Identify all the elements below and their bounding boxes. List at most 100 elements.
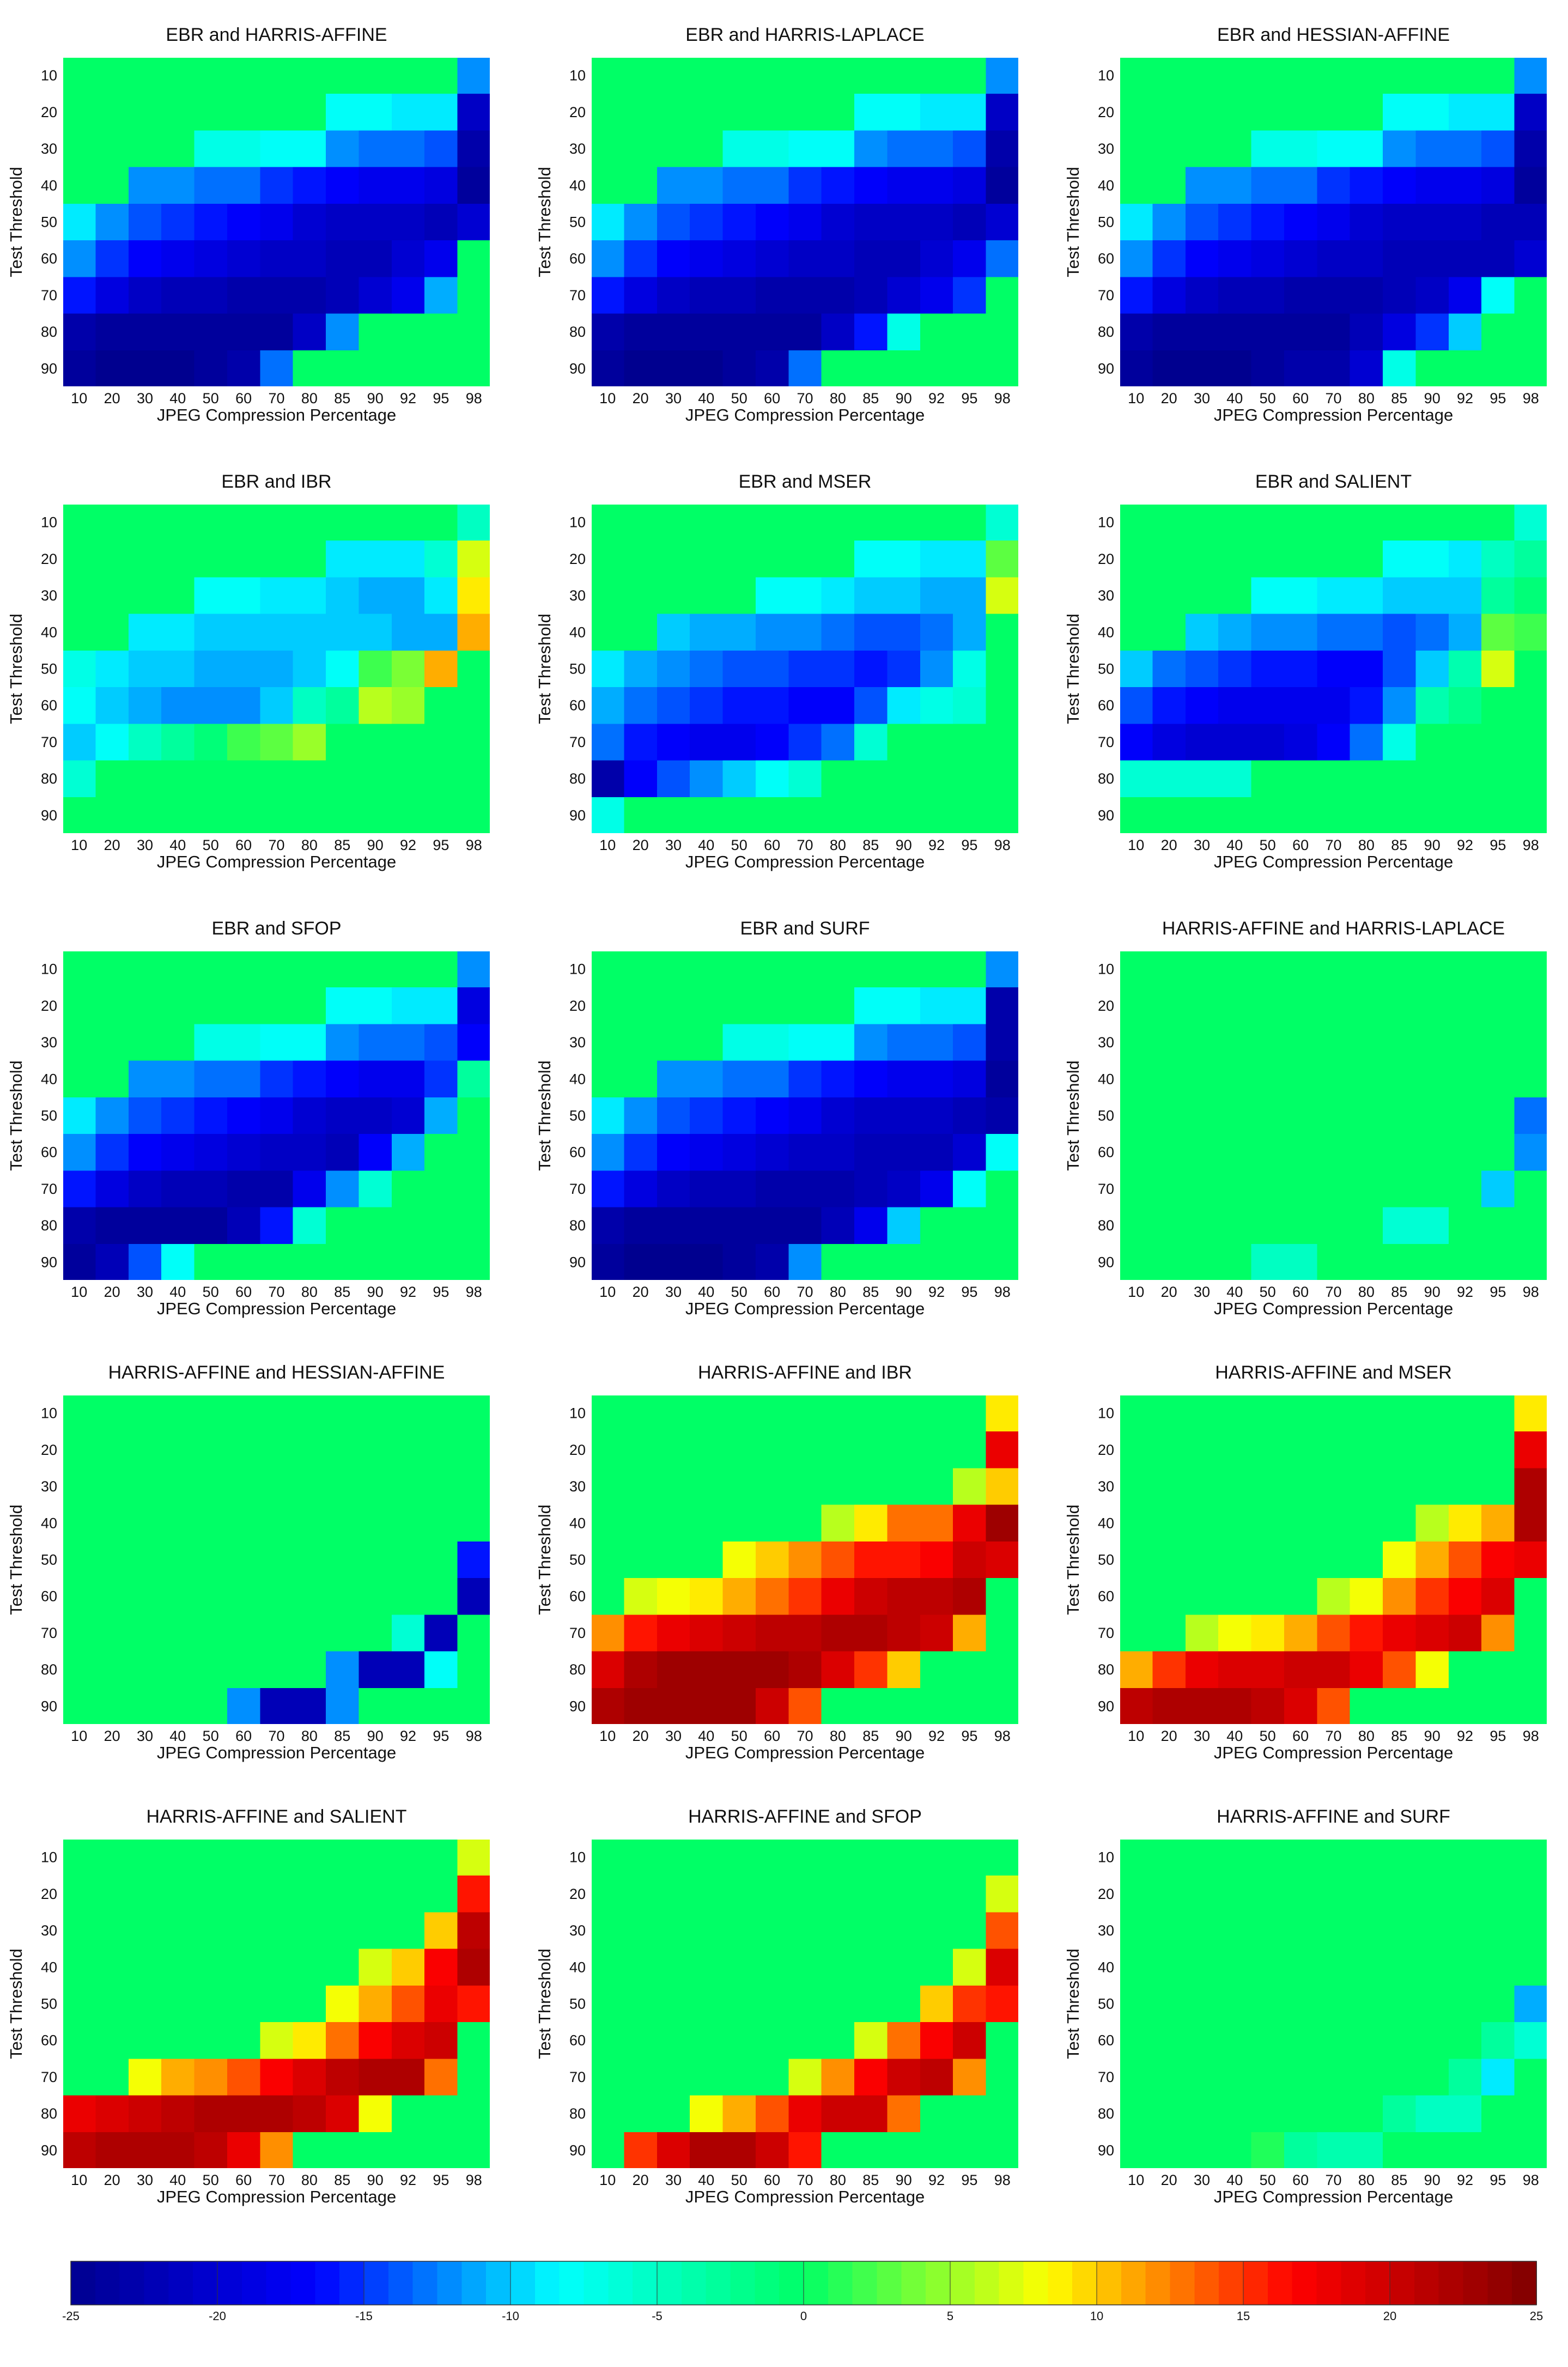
heatmap-cell bbox=[920, 1395, 953, 1432]
heatmap-cell bbox=[1448, 2095, 1482, 2133]
heatmap-cell bbox=[1251, 130, 1285, 168]
heatmap-cell bbox=[624, 1431, 658, 1469]
y-tick-label: 80 bbox=[41, 2105, 57, 2122]
x-tick-label: 95 bbox=[961, 390, 977, 406]
heatmap-cell bbox=[227, 94, 260, 131]
heatmap-cell bbox=[1415, 1615, 1449, 1652]
heatmap-cell bbox=[722, 797, 756, 834]
heatmap-cell bbox=[1350, 1504, 1383, 1542]
heatmap-cell bbox=[1284, 797, 1317, 834]
heatmap-cell bbox=[690, 724, 724, 761]
heatmap-cell bbox=[128, 2132, 162, 2169]
heatmap-cell bbox=[1251, 687, 1285, 724]
heatmap-cell bbox=[293, 760, 326, 798]
heatmap-cell bbox=[1185, 1097, 1219, 1134]
heatmap-cell bbox=[1481, 94, 1515, 131]
heatmap-cell bbox=[624, 650, 658, 688]
heatmap-cell bbox=[1415, 614, 1449, 651]
colorbar-segment bbox=[657, 2261, 682, 2305]
heatmap-cell bbox=[293, 951, 326, 988]
heatmap-cell bbox=[690, 541, 724, 578]
heatmap-cell bbox=[391, 57, 425, 94]
y-axis-label: Test Threshold bbox=[535, 1504, 554, 1615]
heatmap-cell bbox=[722, 614, 756, 651]
heatmap-cell bbox=[1448, 57, 1482, 94]
heatmap-cell bbox=[821, 1134, 855, 1171]
colorbar-segment bbox=[119, 2261, 145, 2305]
heatmap-cell bbox=[326, 1541, 360, 1579]
heatmap-cell bbox=[986, 130, 1019, 168]
heatmap-cell bbox=[1317, 724, 1351, 761]
x-tick-label: 60 bbox=[1292, 837, 1309, 853]
x-tick-label: 20 bbox=[633, 1728, 649, 1744]
heatmap-cell bbox=[1514, 1468, 1548, 1506]
heatmap-cell bbox=[161, 2059, 195, 2096]
y-tick-label: 40 bbox=[1098, 1515, 1114, 1531]
heatmap-cell bbox=[326, 577, 360, 615]
heatmap-cell bbox=[326, 2132, 360, 2169]
heatmap-cell bbox=[887, 1912, 921, 1950]
heatmap-cell bbox=[1120, 1243, 1153, 1281]
x-tick-label: 10 bbox=[599, 390, 616, 406]
x-tick-label: 80 bbox=[830, 390, 846, 406]
heatmap-cell bbox=[95, 1060, 129, 1098]
heatmap-cell bbox=[1383, 350, 1417, 387]
heatmap-cell bbox=[161, 130, 195, 168]
heatmap-cell bbox=[722, 1024, 756, 1061]
y-axis-label: Test Threshold bbox=[7, 1949, 26, 2059]
heatmap-cell bbox=[1185, 1949, 1219, 1986]
heatmap-cell bbox=[1251, 1243, 1285, 1281]
heatmap-cell bbox=[986, 57, 1019, 94]
y-tick-label: 40 bbox=[1098, 1071, 1114, 1087]
heatmap-cell bbox=[755, 57, 789, 94]
heatmap-cell bbox=[1251, 94, 1285, 131]
heatmap-cell bbox=[1383, 1468, 1417, 1506]
heatmap-cell bbox=[424, 2022, 458, 2059]
heatmap-cell bbox=[293, 577, 326, 615]
colorbar-segment bbox=[608, 2261, 633, 2305]
x-tick-label: 30 bbox=[137, 837, 153, 853]
y-tick-label: 30 bbox=[41, 1478, 57, 1495]
heatmap-cell bbox=[161, 1985, 195, 2023]
heatmap-cell bbox=[690, 1541, 724, 1579]
heatmap-cell bbox=[1350, 650, 1383, 688]
heatmap-cell bbox=[953, 577, 987, 615]
heatmap-cell bbox=[1185, 2132, 1219, 2169]
heatmap-cell bbox=[1481, 987, 1515, 1025]
heatmap-cell bbox=[624, 1170, 658, 1208]
heatmap-cell bbox=[194, 1949, 228, 1986]
heatmap-cell bbox=[1218, 724, 1252, 761]
heatmap-cell bbox=[391, 1207, 425, 1245]
heatmap-cell bbox=[1152, 987, 1186, 1025]
heatmap-cell bbox=[293, 2059, 326, 2096]
heatmap-cell bbox=[1120, 987, 1153, 1025]
heatmap-cell bbox=[887, 987, 921, 1025]
heatmap-cell bbox=[391, 2132, 425, 2169]
heatmap-cell bbox=[953, 541, 987, 578]
heatmap-cell bbox=[953, 687, 987, 724]
heatmap-cell bbox=[1317, 1504, 1351, 1542]
heatmap-cell bbox=[63, 1431, 96, 1469]
heatmap-cell bbox=[1514, 203, 1548, 241]
heatmap-cell bbox=[260, 760, 294, 798]
heatmap-cell bbox=[1481, 350, 1515, 387]
x-tick-label: 98 bbox=[466, 1728, 482, 1744]
heatmap-cell bbox=[1415, 350, 1449, 387]
heatmap-cell bbox=[128, 94, 162, 131]
heatmap-cell bbox=[1350, 203, 1383, 241]
heatmap-cell bbox=[95, 240, 129, 277]
heatmap-cell bbox=[1284, 1468, 1317, 1506]
heatmap-cell bbox=[722, 1985, 756, 2023]
heatmap-cell bbox=[260, 1876, 294, 1913]
heatmap-cell bbox=[591, 797, 624, 834]
x-tick-label: 80 bbox=[1358, 837, 1375, 853]
heatmap-cell bbox=[1284, 1839, 1317, 1876]
heatmap-cell bbox=[657, 240, 690, 277]
heatmap-cell bbox=[986, 614, 1019, 651]
heatmap-cell bbox=[1350, 504, 1383, 541]
heatmap-cell bbox=[1415, 2132, 1449, 2169]
heatmap-cell bbox=[1284, 1431, 1317, 1469]
heatmap-cell bbox=[1481, 1395, 1515, 1432]
heatmap-cell bbox=[1120, 1541, 1153, 1579]
